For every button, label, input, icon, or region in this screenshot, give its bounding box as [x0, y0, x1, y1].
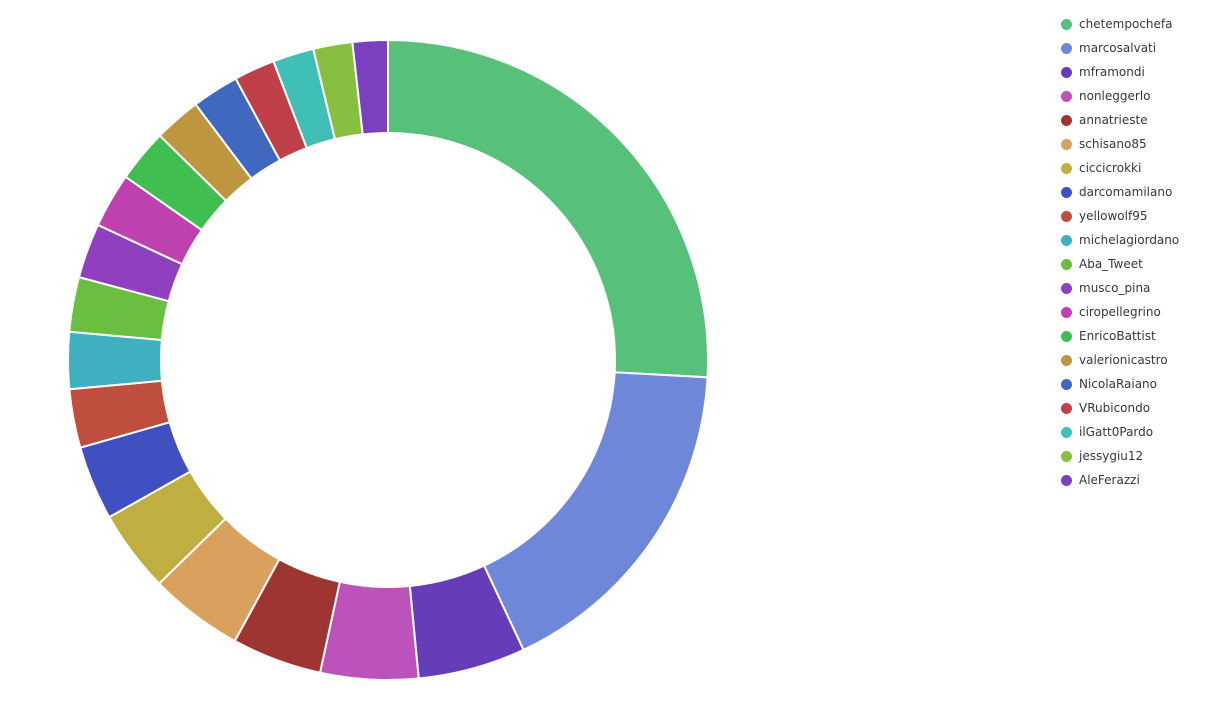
legend-item-EnricoBattist[interactable]: EnricoBattist [1061, 324, 1206, 348]
legend-item-schisano85[interactable]: schisano85 [1061, 132, 1206, 156]
legend-label: darcomamilano [1079, 185, 1173, 199]
legend-swatch [1061, 66, 1072, 78]
legend-item-ciropellegrino[interactable]: ciropellegrino [1061, 300, 1206, 324]
legend-label: nonleggerlo [1079, 89, 1151, 103]
legend-swatch [1061, 330, 1072, 342]
legend-swatch [1061, 258, 1072, 270]
legend-label: michelagiordano [1079, 233, 1180, 247]
legend-label: schisano85 [1079, 137, 1147, 151]
legend-item-michelagiordano[interactable]: michelagiordano [1061, 228, 1206, 252]
legend-swatch [1061, 186, 1072, 198]
legend-swatch [1061, 162, 1072, 174]
legend-item-AleFerazzi[interactable]: AleFerazzi [1061, 468, 1206, 492]
legend-swatch [1061, 402, 1072, 414]
legend-swatch [1061, 18, 1072, 30]
legend-label: ilGatt0Pardo [1079, 425, 1154, 439]
legend-label: annatrieste [1079, 113, 1148, 127]
slice-AleFerazzi[interactable] [351, 38, 389, 136]
legend-swatch [1061, 114, 1072, 126]
legend-item-valerionicastro[interactable]: valerionicastro [1061, 348, 1206, 372]
legend-item-annatrieste[interactable]: annatrieste [1061, 108, 1206, 132]
legend-label: jessygiu12 [1079, 449, 1144, 463]
slice-marcosalvati[interactable] [482, 371, 709, 652]
legend-label: ciropellegrino [1079, 305, 1161, 319]
legend-item-musco_pina[interactable]: musco_pina [1061, 276, 1206, 300]
legend-item-mframondi[interactable]: mframondi [1061, 60, 1206, 84]
legend-label: ciccicrokki [1079, 161, 1142, 175]
legend-label: VRubicondo [1079, 401, 1151, 415]
slice-chetempochefa[interactable] [387, 38, 709, 379]
legend-label: NicolaRaiano [1079, 377, 1157, 391]
legend-swatch [1061, 426, 1072, 438]
legend-item-darcomamilano[interactable]: darcomamilano [1061, 180, 1206, 204]
legend-label: EnricoBattist [1079, 329, 1156, 343]
legend-label: AleFerazzi [1079, 473, 1140, 487]
legend-swatch [1061, 474, 1072, 486]
slice-michelagiordano[interactable] [67, 330, 164, 391]
legend-swatch [1061, 306, 1072, 318]
legend-item-ilGatt0Pardo[interactable]: ilGatt0Pardo [1061, 420, 1206, 444]
legend-item-NicolaRaiano[interactable]: NicolaRaiano [1061, 372, 1206, 396]
legend-item-jessygiu12[interactable]: jessygiu12 [1061, 444, 1206, 468]
legend-label: yellowolf95 [1079, 209, 1148, 223]
legend-item-marcosalvati[interactable]: marcosalvati [1061, 36, 1206, 60]
legend-item-yellowolf95[interactable]: yellowolf95 [1061, 204, 1206, 228]
legend-swatch [1061, 450, 1072, 462]
legend-item-chetempochefa[interactable]: chetempochefa [1061, 12, 1206, 36]
legend: chetempochefa marcosalvati mframondi nonleg… [1061, 12, 1206, 492]
legend-swatch [1061, 354, 1072, 366]
legend-label: chetempochefa [1079, 17, 1173, 31]
legend-label: marcosalvati [1079, 41, 1157, 55]
legend-swatch [1061, 282, 1072, 294]
legend-item-ciccicrokki[interactable]: ciccicrokki [1061, 156, 1206, 180]
legend-swatch [1061, 138, 1072, 150]
legend-item-nonleggerlo[interactable]: nonleggerlo [1061, 84, 1206, 108]
legend-swatch [1061, 42, 1072, 54]
legend-item-Aba_Tweet[interactable]: Aba_Tweet [1061, 252, 1206, 276]
legend-label: mframondi [1079, 65, 1145, 79]
legend-swatch [1061, 234, 1072, 246]
legend-item-VRubicondo[interactable]: VRubicondo [1061, 396, 1206, 420]
legend-swatch [1061, 90, 1072, 102]
legend-swatch [1061, 210, 1072, 222]
legend-label: Aba_Tweet [1079, 257, 1143, 271]
legend-label: musco_pina [1079, 281, 1151, 295]
legend-label: valerionicastro [1079, 353, 1168, 367]
legend-swatch [1061, 378, 1072, 390]
